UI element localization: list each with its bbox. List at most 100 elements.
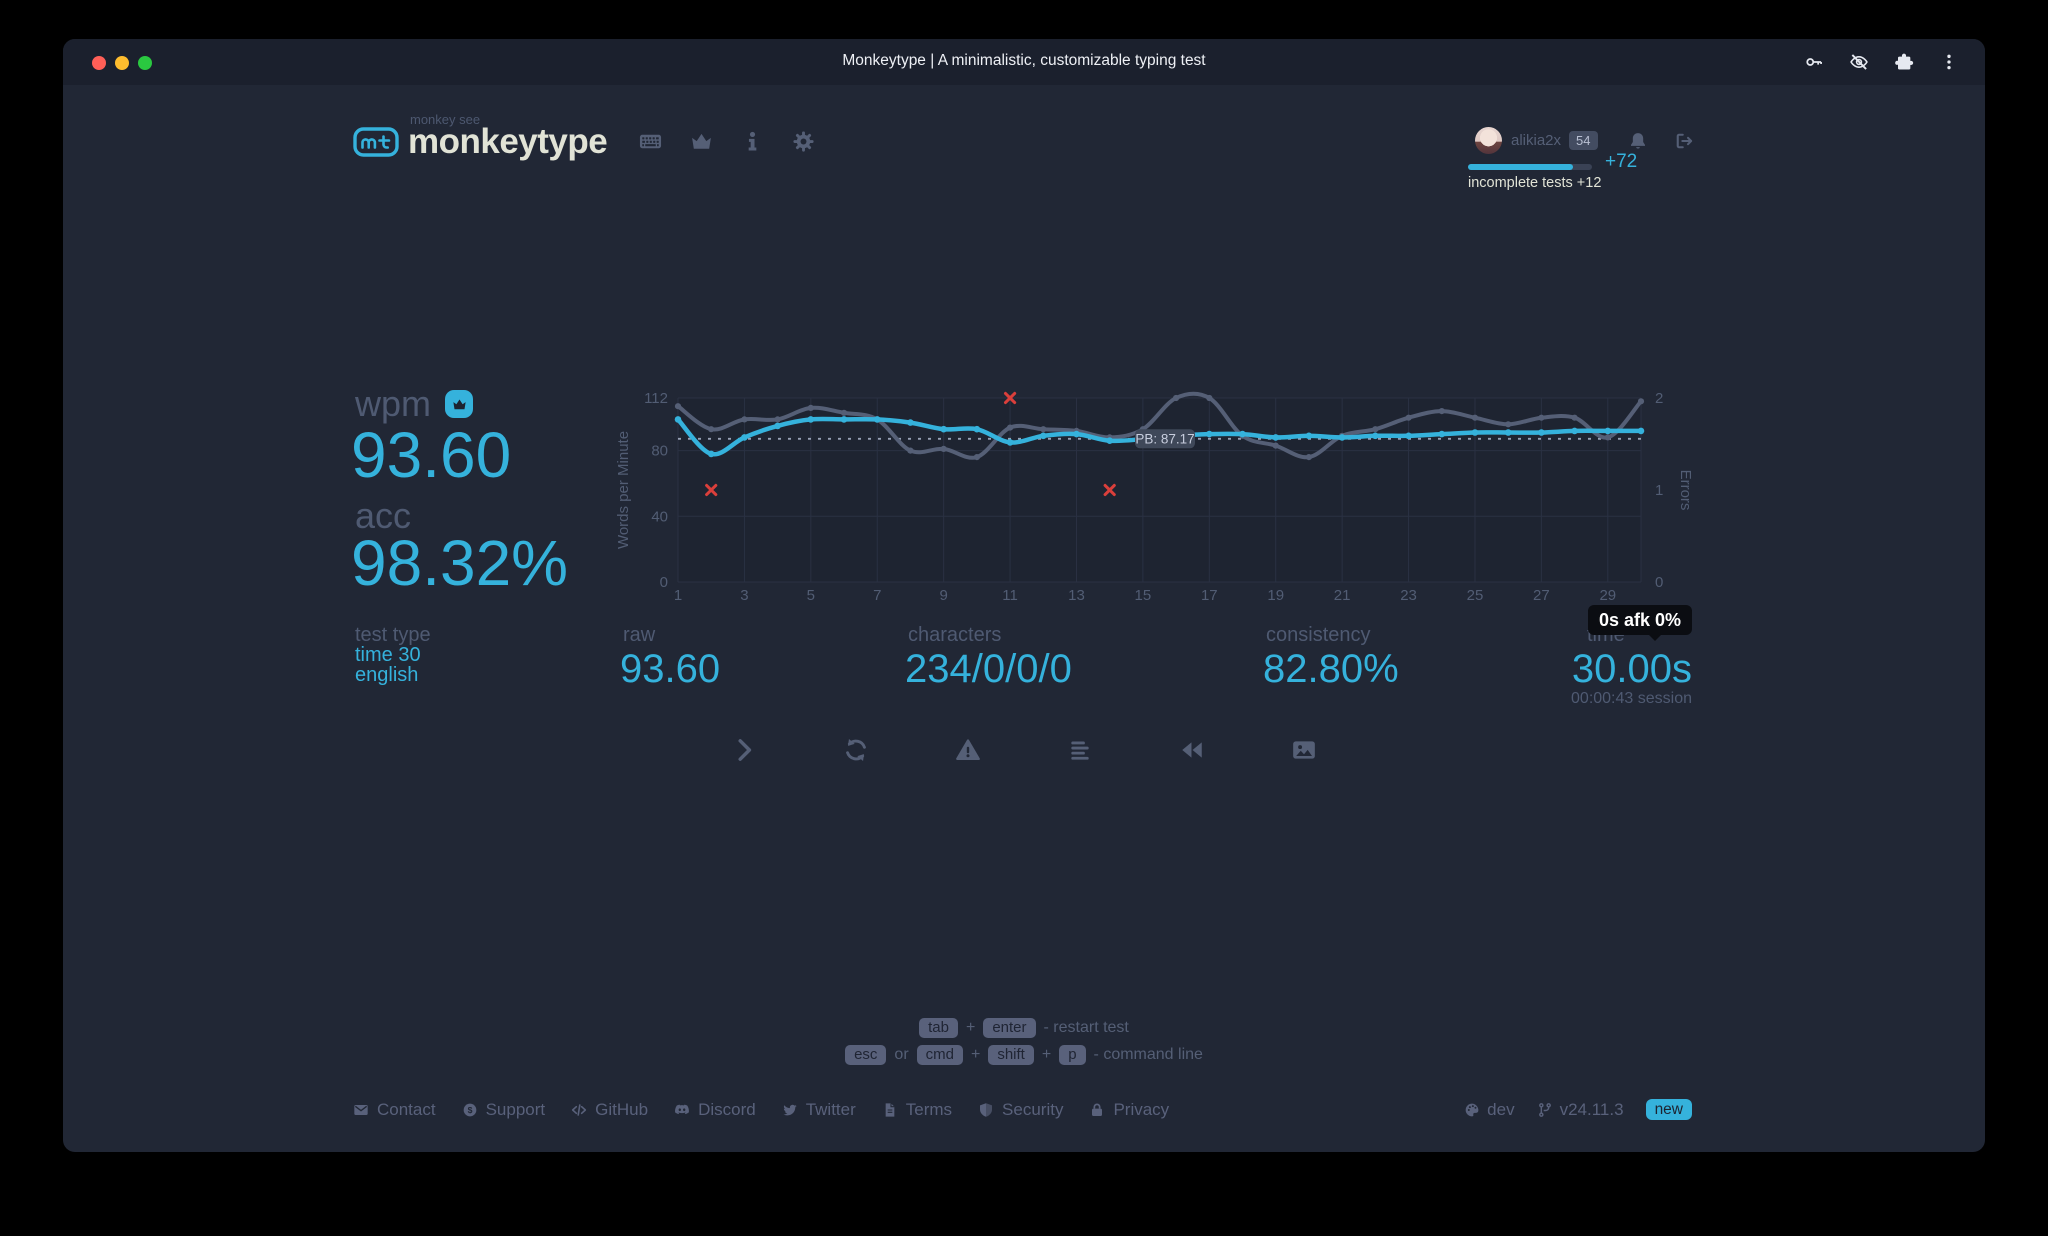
start-test-button[interactable] — [639, 130, 662, 153]
bell-icon — [1628, 131, 1648, 151]
avatar[interactable] — [1475, 127, 1502, 154]
raw-value: 93.60 — [620, 647, 721, 691]
watch-replay-button[interactable] — [1178, 735, 1206, 765]
characters-value: 234/0/0/0 — [905, 647, 1072, 691]
practice-words-button[interactable] — [954, 735, 982, 765]
level-badge: 54 — [1569, 131, 1598, 150]
xp-note: incomplete tests +12 — [1468, 175, 1602, 191]
keycap-cmd: cmd — [916, 1045, 963, 1065]
browser-window: Monkeytype | A minimalistic, customizabl… — [63, 39, 1985, 1152]
svg-text:7: 7 — [873, 587, 881, 604]
footer: Contact Support GitHub Discord Twitter Terms S… — [353, 1099, 1692, 1120]
session-time: 00:00:43 session — [1571, 690, 1692, 707]
chart-pb-label — [1135, 429, 1195, 449]
code-icon — [571, 1102, 587, 1118]
test-type-mode: time 30 — [355, 644, 421, 666]
svg-text:2: 2 — [1655, 390, 1663, 407]
close-window-button[interactable] — [92, 56, 106, 70]
test-type-language: english — [355, 664, 419, 686]
minimize-window-button[interactable] — [115, 56, 129, 70]
discord-icon — [674, 1102, 690, 1118]
shortcut-or: or — [894, 1046, 909, 1063]
password-key-icon[interactable] — [1804, 52, 1824, 72]
donate-icon — [462, 1102, 478, 1118]
xp-gain: +72 — [1605, 151, 1638, 172]
svg-text:1: 1 — [674, 587, 682, 604]
backward-icon — [1179, 737, 1205, 763]
svg-text:5: 5 — [807, 587, 815, 604]
footer-links: Contact Support GitHub Discord Twitter Terms S… — [353, 1099, 1169, 1120]
shortcut-plus: + — [1041, 1046, 1052, 1063]
theme-button[interactable]: dev — [1464, 1099, 1515, 1120]
footer-link-support[interactable]: Support — [462, 1099, 545, 1120]
svg-text:Errors: Errors — [1677, 470, 1694, 511]
consistency-label: consistency — [1266, 624, 1371, 646]
settings-button[interactable] — [792, 130, 815, 153]
twitter-icon — [782, 1102, 798, 1118]
window-title: Monkeytype | A minimalistic, customizabl… — [842, 52, 1206, 69]
time-value: 30.00s — [1571, 647, 1692, 691]
monkeytype-logo[interactable]: monkey see monkeytype — [353, 112, 608, 161]
svg-text:1: 1 — [1655, 482, 1663, 499]
test-type-label: test type — [355, 624, 431, 646]
svg-text:Words per Minute: Words per Minute — [615, 431, 632, 549]
keycap-enter: enter — [983, 1018, 1036, 1038]
svg-text:25: 25 — [1467, 587, 1484, 604]
copy-screenshot-button[interactable] — [1290, 735, 1318, 765]
version-button[interactable]: v24.11.3 — [1537, 1100, 1624, 1120]
footer-link-terms[interactable]: Terms — [882, 1099, 952, 1120]
new-version-badge: new — [1645, 1099, 1692, 1120]
titlebar: Monkeytype | A minimalistic, customizabl… — [63, 39, 1985, 85]
code-branch-icon — [1537, 1102, 1553, 1118]
repeat-test-button[interactable] — [842, 735, 870, 765]
extensions-puzzle-icon[interactable] — [1894, 52, 1914, 72]
shortcut-restart-hint: tab + enter - restart test — [63, 1018, 1985, 1038]
svg-text:0: 0 — [660, 574, 668, 591]
svg-text:29: 29 — [1599, 587, 1616, 604]
footer-right: dev v24.11.3 new — [1464, 1099, 1692, 1120]
footer-link-privacy[interactable]: Privacy — [1089, 1099, 1169, 1120]
test-type-block: test type time 30 english — [355, 625, 431, 685]
leaderboards-button[interactable] — [690, 130, 713, 153]
logo-wordmark: monkeytype — [408, 122, 608, 161]
theme-name: dev — [1487, 1099, 1515, 1119]
eye-slash-icon[interactable] — [1849, 52, 1869, 72]
svg-text:9: 9 — [939, 587, 947, 604]
svg-text:19: 19 — [1267, 587, 1284, 604]
svg-text:21: 21 — [1334, 587, 1351, 604]
shortcut-plus: + — [971, 1046, 981, 1063]
shortcut-restart-desc: - restart test — [1043, 1019, 1129, 1036]
next-test-button[interactable] — [730, 735, 758, 765]
zoom-window-button[interactable] — [138, 56, 152, 70]
keycap-esc: esc — [845, 1045, 887, 1065]
shortcut-plus: + — [965, 1019, 976, 1036]
sign-out-button[interactable] — [1674, 131, 1694, 151]
footer-link-github[interactable]: GitHub — [571, 1099, 648, 1120]
footer-link-twitter[interactable]: Twitter — [782, 1099, 856, 1120]
logo-tagline: monkey see — [410, 112, 481, 127]
lock-icon — [1089, 1102, 1105, 1118]
acc-label: acc — [355, 495, 412, 536]
footer-link-contact[interactable]: Contact — [353, 1099, 436, 1120]
acc-value: 98.32% — [351, 527, 569, 599]
svg-text:0: 0 — [1655, 574, 1663, 591]
svg-text:17: 17 — [1201, 587, 1218, 604]
image-icon — [1291, 737, 1317, 763]
notifications-button[interactable] — [1628, 131, 1648, 151]
toggle-words-history-button[interactable] — [1066, 735, 1094, 765]
main-nav — [639, 130, 815, 153]
keyboard-icon — [639, 130, 662, 153]
personal-best-crown-badge — [445, 390, 473, 418]
shortcut-command-desc: - command line — [1093, 1046, 1203, 1063]
gear-icon — [792, 130, 815, 153]
about-button[interactable] — [741, 130, 764, 153]
svg-text:112: 112 — [644, 390, 668, 407]
svg-text:11: 11 — [1002, 587, 1018, 604]
username[interactable]: alikia2x — [1511, 132, 1562, 149]
svg-text:PB: 87.17: PB: 87.17 — [1135, 431, 1194, 446]
footer-link-discord[interactable]: Discord — [674, 1099, 756, 1120]
characters-label: characters — [908, 624, 1002, 646]
browser-menu-kebab-icon[interactable] — [1939, 52, 1959, 72]
footer-link-security[interactable]: Security — [978, 1099, 1063, 1120]
